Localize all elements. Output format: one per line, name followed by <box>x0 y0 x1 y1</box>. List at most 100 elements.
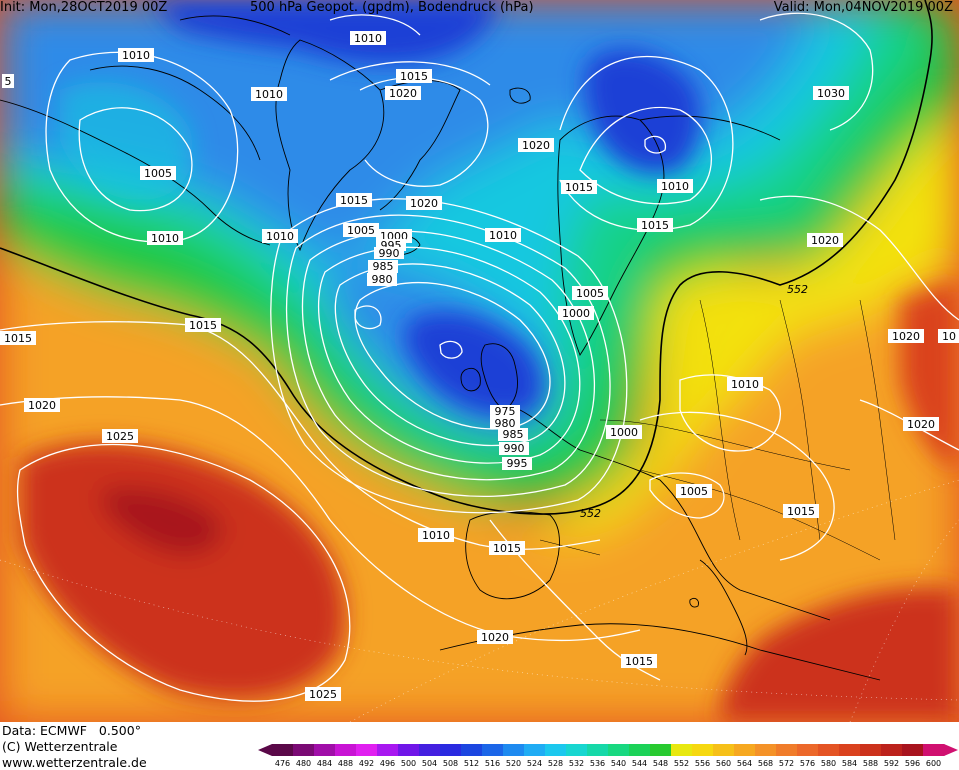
border-3 <box>699 299 741 541</box>
isobar-low-4 <box>301 230 596 481</box>
isobar-1005-europe <box>649 472 725 519</box>
scale-tick-label: 588 <box>863 759 878 768</box>
isobar-labels: 1010 1010 1015 1020 1030 1010 1005 1020 … <box>0 31 959 701</box>
scale-tick-label: 556 <box>695 759 710 768</box>
map-title: 500 hPa Geopot. (gpdm), Bodendruck (hPa) <box>250 0 534 15</box>
isobar-label: 1015 <box>783 504 819 518</box>
coast-svalbard <box>509 87 531 104</box>
isobar-label: 1010 <box>118 48 154 62</box>
scale-tick-label: 516 <box>485 759 500 768</box>
coast-russia <box>639 115 781 141</box>
isobar-label-text: 1020 <box>410 197 438 210</box>
isobar-label-text: 1015 <box>189 319 217 332</box>
scale-tick-label: 572 <box>779 759 794 768</box>
field-deepblue-north <box>150 0 500 65</box>
scale-tick-label: 580 <box>821 759 836 768</box>
scale-swatch <box>524 744 546 756</box>
isobar-label: 1020 <box>807 233 843 247</box>
isobar-label: 1010 <box>727 377 763 391</box>
isobar-label: 1015 <box>185 318 221 332</box>
scale-swatch <box>797 744 819 756</box>
isobar-label: 1010 <box>262 229 298 243</box>
border-6 <box>539 539 601 556</box>
scale-tick-label: 488 <box>338 759 353 768</box>
scale-swatch <box>482 744 504 756</box>
isobar-label: 1005 <box>140 166 176 180</box>
isobar-label-text: 1020 <box>892 330 920 343</box>
scale-tick-label: 504 <box>422 759 437 768</box>
isobar-1015-ne <box>559 56 734 231</box>
isobar-1020-east <box>759 195 959 321</box>
height-field-detail <box>20 0 959 722</box>
isobar-label-text: 990 <box>379 247 400 260</box>
scale-swatch <box>881 744 903 756</box>
isobar-label: 1015 <box>396 69 432 83</box>
isobar-label: 1015 <box>561 180 597 194</box>
isobar-label-text: 1010 <box>151 232 179 245</box>
isobar-label: 1025 <box>305 687 341 701</box>
isobar-label-text: 975 <box>495 405 516 418</box>
scale-swatch <box>923 744 945 756</box>
scale-swatch <box>419 744 441 756</box>
scale-swatch <box>314 744 336 756</box>
isobar-label: 975 <box>490 405 520 418</box>
grat-3 <box>849 519 959 722</box>
field-darkred-east <box>900 280 959 470</box>
isobar-label: 1010 <box>350 31 386 45</box>
isobar-label-text: 1015 <box>641 219 669 232</box>
isobar-label: 1015 <box>0 331 36 345</box>
isobar-label: 5 <box>2 74 14 88</box>
scale-arrow-left <box>258 744 272 756</box>
field-deepblue-low <box>404 311 543 416</box>
isobar-north-1010 <box>329 14 421 36</box>
isobar-label: 1020 <box>888 329 924 343</box>
isobar-low-3 <box>317 246 581 464</box>
scale-swatch <box>293 744 315 756</box>
coast-med-islands <box>689 597 699 608</box>
isobar-label: 985 <box>368 260 398 273</box>
isobar-low-inner-2 <box>354 305 382 330</box>
isobar-label-text: 1020 <box>907 418 935 431</box>
isobar-label-text: 1010 <box>661 180 689 193</box>
isobar-label: 1020 <box>903 417 939 431</box>
weather-map: 1010 1010 1015 1020 1030 1010 1005 1020 … <box>0 0 959 722</box>
isobar-low-5 <box>285 214 611 498</box>
isobar-high-1025 <box>16 443 351 702</box>
scale-swatch <box>629 744 651 756</box>
isobar-1015-europe <box>639 411 835 561</box>
scale-tick-label: 548 <box>653 759 668 768</box>
geopotential-label-text: 552 <box>787 283 808 296</box>
isobar-label: 10 <box>938 329 959 343</box>
footer: Data: ECMWF 0.500° (C) Wetterzentrale ww… <box>0 722 959 770</box>
scale-tick-label: 492 <box>359 759 374 768</box>
isobar-label: 1020 <box>406 196 442 210</box>
isobar-label-text: 1025 <box>106 430 134 443</box>
scale-tick-label: 576 <box>800 759 815 768</box>
isobar-label: 552 <box>580 507 601 520</box>
scale-tick-label: 476 <box>275 759 290 768</box>
website-url: www.wetterzentrale.de <box>2 755 147 770</box>
isobar-label-text: 1010 <box>255 88 283 101</box>
isobar-label: 1020 <box>518 138 554 152</box>
coast-canada-3 <box>179 15 291 36</box>
isobar-label-text: 10 <box>942 330 956 343</box>
scale-swatch <box>860 744 882 756</box>
scale-arrow-right <box>944 744 958 756</box>
scale-tick-label: 552 <box>674 759 689 768</box>
isobar-1010-ne <box>579 106 712 205</box>
isobar-label: 990 <box>499 442 529 455</box>
scale-swatch <box>776 744 798 756</box>
isobar-label-text: 980 <box>495 417 516 430</box>
coast-iberia <box>465 511 560 600</box>
isobar-label: 980 <box>367 273 397 286</box>
init-time: Init: Mon,28OCT2019 00Z <box>0 0 168 15</box>
isobar-north-1015 <box>329 61 491 86</box>
color-scale-svg: 476 480 484 488 492 496 500 504 508 512 516 520 524 5… <box>258 744 958 768</box>
coast-canada-2 <box>89 65 261 161</box>
field-yellow <box>520 110 959 536</box>
border-2 <box>639 469 881 561</box>
isobar-label: 1015 <box>621 654 657 668</box>
copyright: (C) Wetterzentrale <box>2 739 118 754</box>
scale-tick-label: 600 <box>926 759 941 768</box>
isobar-label-text: 980 <box>372 273 393 286</box>
